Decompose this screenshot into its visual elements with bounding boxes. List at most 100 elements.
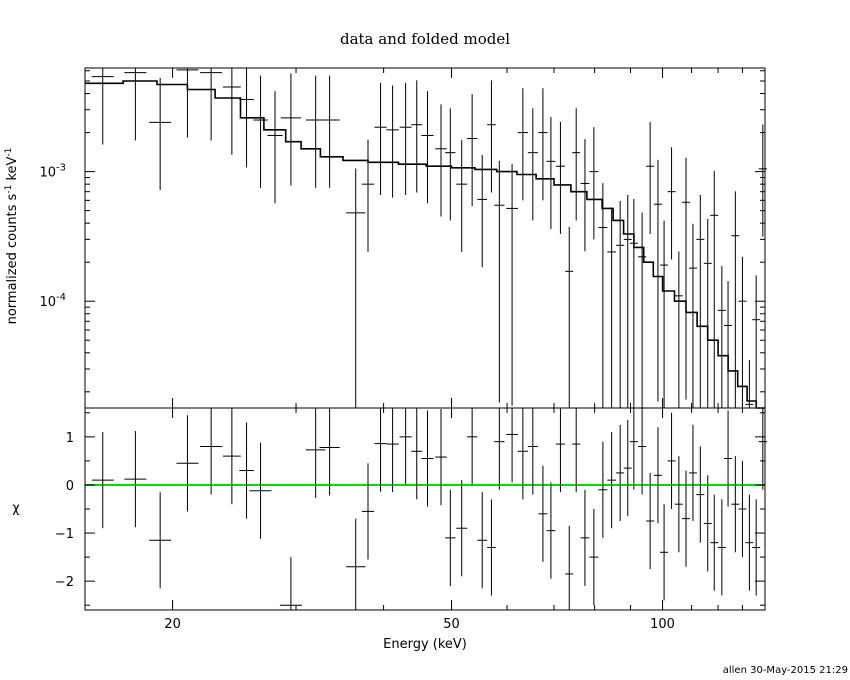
residual-point (421, 410, 434, 507)
data-point (200, 68, 223, 141)
y-axis-label-bottom: χ (12, 501, 20, 516)
residual-point (580, 489, 590, 586)
data-point (681, 157, 690, 400)
data-point (280, 73, 302, 186)
data-point (745, 359, 754, 408)
data-point (688, 223, 697, 408)
residual-point (565, 525, 574, 610)
residual-point (688, 424, 697, 522)
x-tick-label: 100 (650, 617, 675, 632)
data-point (176, 68, 199, 138)
data-point (660, 220, 669, 408)
data-point (124, 68, 147, 141)
data-point (239, 68, 254, 168)
data-point (361, 139, 375, 252)
residual-point (374, 408, 387, 492)
residual-point (607, 432, 616, 529)
y-tick-label-top: 10-4 (39, 292, 66, 310)
data-point (527, 108, 538, 221)
residual-point (667, 412, 676, 509)
data-point (696, 194, 705, 408)
data-point (253, 75, 268, 188)
data-point (411, 80, 423, 193)
data-point (421, 91, 434, 204)
x-axis-label: Energy (keV) (383, 637, 467, 652)
residual-point (477, 492, 488, 589)
y-tick-label-top: 10-3 (39, 163, 66, 181)
data-point (738, 256, 747, 408)
data-point (477, 155, 488, 268)
axis-ticks: 20 50 100 10-3 10-4 1 0 −1 −2 (39, 68, 766, 632)
data-point (598, 183, 608, 408)
residual-point (411, 408, 423, 500)
residual-point (616, 424, 625, 522)
data-point (646, 121, 655, 235)
data-point (589, 127, 599, 240)
residual-point (703, 475, 712, 572)
data-point (456, 139, 468, 252)
y-tick-label-bottom: −1 (55, 527, 74, 542)
residual-point (445, 489, 456, 586)
residual-point (279, 557, 302, 610)
x-tick-label: 50 (443, 617, 460, 632)
data-point (653, 159, 662, 402)
data-point (223, 68, 241, 155)
y-tick-label-bottom: 1 (66, 431, 74, 446)
residual-point (738, 460, 747, 558)
data-point (623, 194, 632, 408)
data-point (346, 168, 366, 408)
residual-point (305, 408, 326, 498)
residual-point (546, 482, 556, 579)
data-point (374, 82, 387, 195)
data-point (565, 226, 574, 408)
residual-point (319, 408, 340, 496)
residual-point (239, 422, 254, 519)
residual-point (249, 442, 272, 539)
residual-point (527, 408, 538, 495)
residual-point (506, 408, 518, 483)
data-point (386, 85, 399, 198)
residual-point (653, 427, 662, 524)
residual-point (598, 441, 608, 538)
residual-point (724, 410, 733, 507)
residual-point (176, 415, 199, 512)
chart-title: data and folded model (340, 30, 510, 48)
residual-point (629, 408, 638, 490)
data-point (629, 198, 638, 408)
residual-point (538, 465, 548, 562)
residual-point (674, 456, 683, 553)
bottom-panel-marks (85, 408, 767, 610)
residual-point (517, 408, 529, 500)
data-point (752, 275, 761, 408)
data-point (506, 164, 518, 406)
data-point (546, 116, 556, 230)
data-point (91, 68, 114, 145)
data-point (467, 94, 478, 207)
residual-point (399, 408, 412, 485)
top-panel-marks (85, 68, 767, 409)
residual-point (696, 446, 705, 543)
residual-point (467, 408, 478, 485)
data-point (487, 80, 496, 193)
residual-point (386, 408, 399, 493)
residual-point (758, 408, 767, 490)
residual-point (223, 408, 241, 505)
data-point (703, 218, 712, 408)
data-point (710, 170, 719, 408)
data-point (717, 265, 726, 408)
data-point (494, 160, 505, 403)
residual-point (681, 470, 690, 567)
residual-point (710, 494, 719, 591)
residual-point (124, 431, 147, 528)
residual-point (487, 499, 496, 596)
residual-point (361, 463, 375, 560)
y-tick-label-bottom: −2 (55, 575, 74, 590)
residual-point (494, 408, 505, 490)
data-point (667, 147, 676, 260)
residual-point (646, 472, 655, 570)
residual-point (745, 494, 754, 591)
residual-point (638, 408, 647, 495)
residual-point (589, 509, 599, 606)
residual-point (752, 499, 761, 596)
data-point (538, 88, 548, 201)
